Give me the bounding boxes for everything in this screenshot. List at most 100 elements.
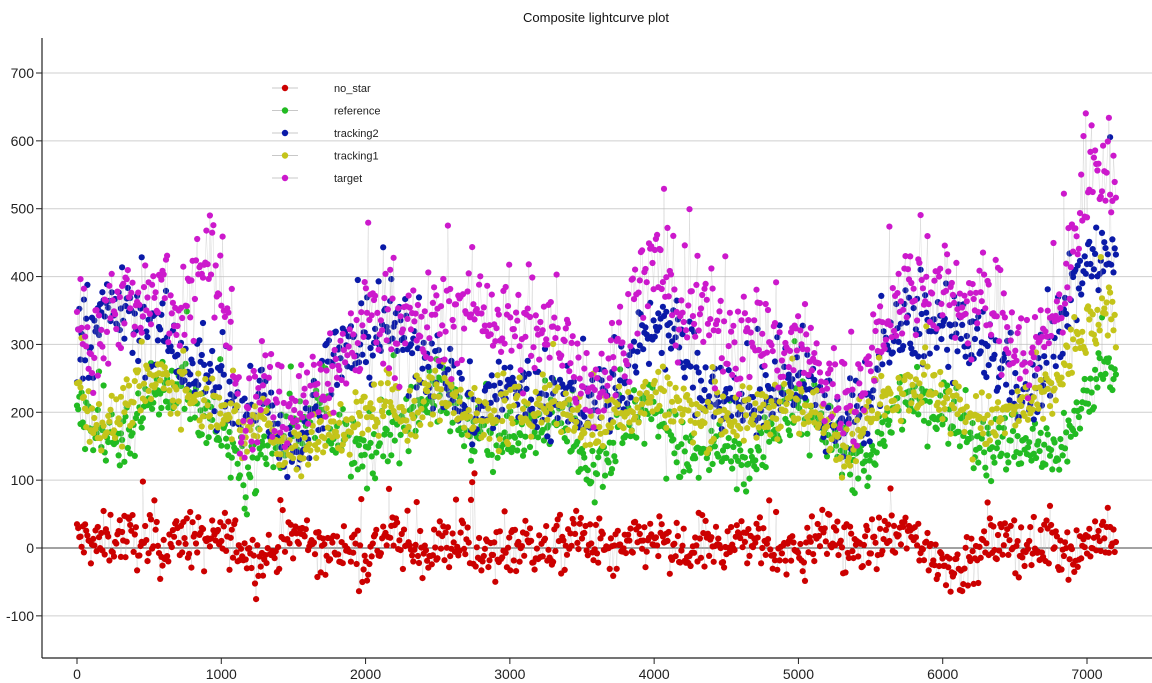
point-target [724,360,731,368]
point-tracking1 [298,473,305,480]
point-tracking1 [874,411,881,418]
point-tracking1 [382,398,389,405]
point-no_star [179,549,186,556]
legend-marker [281,107,289,114]
point-reference [741,454,749,461]
point-reference [944,382,951,389]
point-tracking2 [1081,253,1088,260]
point-tracking1 [684,391,691,399]
point-target [286,400,293,408]
point-no_star [872,539,879,546]
point-no_star [673,519,680,527]
point-tracking2 [168,348,175,355]
point-target [1023,316,1030,324]
point-target [108,270,115,277]
point-no_star [327,556,334,563]
point-reference [1043,425,1050,432]
point-tracking1 [978,389,985,396]
point-target [1098,188,1106,195]
point-tracking2 [651,333,658,340]
point-no_star [849,548,856,555]
point-target [504,303,512,310]
point-no_star [1068,546,1075,553]
point-target [1108,209,1115,216]
legend-label: no_star [334,83,371,95]
point-target [992,256,999,263]
point-target [212,262,219,269]
point-reference [881,442,888,450]
point-no_star [738,518,745,525]
point-target [1074,251,1081,258]
point-no_star [764,536,772,543]
point-target [805,371,812,378]
point-tracking1 [333,433,341,440]
point-tracking2 [229,420,237,427]
point-reference [1090,404,1097,411]
point-target [362,285,369,292]
y-tick-label: 0 [26,540,34,556]
point-tracking1 [905,407,913,414]
point-target [471,316,478,323]
point-no_star [380,523,387,530]
point-no_star [592,521,600,529]
point-no_star [150,543,157,550]
point-no_star [588,540,595,547]
point-tracking1 [1110,327,1117,334]
point-no_star [572,530,579,538]
point-tracking1 [1029,406,1036,413]
point-no_star [724,528,731,535]
point-tracking1 [680,385,687,392]
point-no_star [680,525,687,532]
point-tracking2 [218,363,225,370]
point-tracking1 [263,407,270,414]
point-target [872,327,879,335]
point-tracking1 [632,413,639,420]
point-target [1048,332,1055,340]
point-reference [521,447,528,454]
point-tracking1 [516,374,523,381]
point-tracking1 [206,412,213,419]
point-reference [738,462,745,469]
point-tracking2 [626,352,633,359]
point-reference [541,377,549,384]
point-tracking2 [920,353,928,360]
point-tracking2 [1112,251,1119,258]
point-target [737,375,744,382]
point-no_star [900,523,907,531]
point-reference [945,440,952,447]
point-target [478,310,485,317]
point-target [235,374,242,381]
point-no_star [596,515,603,522]
point-tracking1 [404,437,411,444]
point-target [738,317,745,324]
point-target [551,314,558,321]
point-tracking2 [874,366,881,373]
point-reference [131,452,138,459]
point-tracking2 [425,363,432,370]
point-target [351,353,358,360]
point-tracking1 [738,406,745,413]
point-target [684,334,691,341]
x-tick-label: 6000 [927,666,958,682]
point-no_star [472,563,479,570]
point-tracking1 [1037,376,1044,384]
point-tracking1 [919,359,927,366]
point-no_star [449,530,456,537]
point-reference [784,419,791,426]
point-no_star [366,560,373,568]
point-no_star [539,553,546,560]
point-no_star [90,535,97,543]
point-target [421,308,428,315]
point-target [406,304,413,311]
point-target [717,297,724,304]
point-no_star [479,558,486,565]
point-tracking2 [258,366,265,373]
point-tracking2 [367,344,374,352]
point-target [331,346,338,354]
point-target [109,297,116,304]
point-tracking2 [207,367,215,374]
point-no_star [387,534,394,541]
point-tracking1 [685,407,692,414]
point-no_star [1011,517,1018,524]
point-tracking1 [103,429,111,436]
